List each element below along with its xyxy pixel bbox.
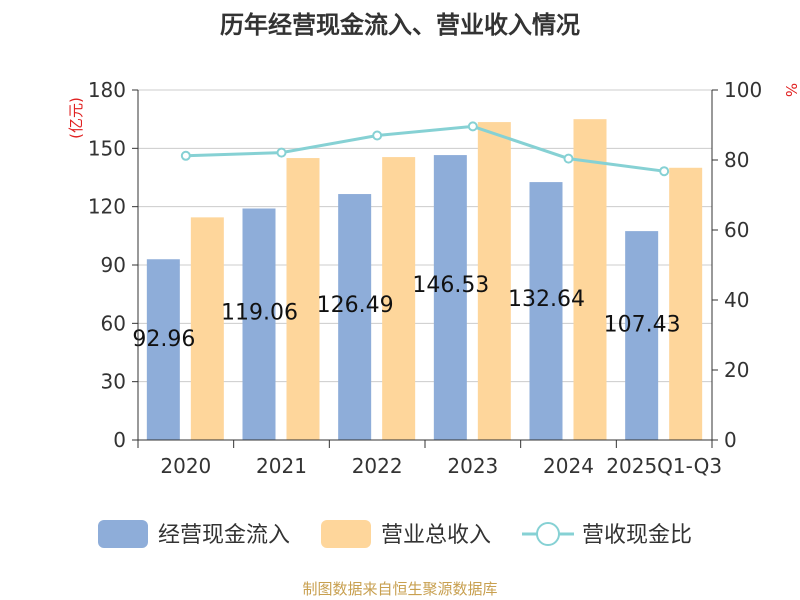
x-tick-label: 2022 [352, 454, 403, 478]
x-tick-label: 2023 [447, 454, 498, 478]
bar-value-labels: 92.96 119.06 126.49 146.53 132.64 107.43 [132, 273, 680, 352]
ratio-point [372, 130, 383, 141]
axes: 0 30 60 90 120 150 180 0 20 40 60 80 100 2020 2021 2022… [88, 78, 762, 478]
chart-title: 历年经营现金流入、营业收入情况 [220, 11, 580, 39]
y-left-tick-label: 120 [88, 195, 126, 219]
bar-value-label: 107.43 [604, 312, 681, 337]
bar-value-label: 146.53 [412, 273, 489, 298]
y-left-tick-label: 150 [88, 136, 126, 160]
x-tick-label: 2020 [160, 454, 211, 478]
bar-cash-inflow [338, 194, 372, 440]
y-right-tick-label: 100 [724, 78, 762, 102]
legend-swatch-cash-inflow [98, 520, 148, 548]
bar-cash-inflow [242, 208, 276, 440]
bar-value-label: 119.06 [221, 301, 298, 326]
legend: 经营现金流入 营业总收入 营收现金比 [98, 520, 692, 548]
ratio-point [180, 150, 191, 161]
y-right-tick-label: 0 [724, 428, 737, 452]
y-right-tick-label: 40 [724, 288, 749, 312]
bar-revenue [190, 217, 224, 440]
bar-revenue [573, 119, 607, 441]
line-ratio [180, 121, 670, 177]
y-left-tick-label: 60 [101, 311, 126, 335]
x-tick-label: 2024 [543, 454, 594, 478]
legend-label-revenue: 营业总收入 [381, 523, 491, 548]
bar-value-label: 126.49 [317, 293, 394, 318]
ratio-line-path [185, 124, 665, 173]
y-left-unit-label: (亿元) [67, 97, 85, 139]
y-right-tick-label: 20 [724, 358, 749, 382]
bars-revenue [190, 119, 703, 441]
bar-value-label: 132.64 [508, 287, 585, 312]
y-right-unit-label: % [782, 83, 800, 97]
ratio-point [659, 166, 670, 177]
bar-cash-inflow [625, 231, 659, 440]
bars-cash-inflow [146, 155, 659, 441]
legend-swatch-revenue [321, 520, 371, 548]
bar-revenue [382, 157, 416, 441]
grid-lines [138, 89, 712, 383]
legend-label-ratio: 营收现金比 [582, 523, 692, 548]
bar-revenue [477, 122, 511, 440]
y-left-tick-label: 0 [113, 428, 126, 452]
legend-marker-ratio [536, 522, 560, 546]
x-tick-label: 2025Q1-Q3 [606, 454, 722, 478]
y-left-tick-label: 180 [88, 78, 126, 102]
bar-revenue [669, 167, 703, 440]
y-left-tick-label: 30 [101, 370, 126, 394]
bar-cash-inflow [146, 259, 180, 440]
source-note: 制图数据来自恒生聚源数据库 [302, 580, 497, 598]
bar-cash-inflow [529, 182, 563, 441]
bar-cash-inflow [433, 155, 467, 440]
ratio-point [276, 147, 287, 158]
legend-label-cash-inflow: 经营现金流入 [158, 523, 290, 548]
x-tick-label: 2021 [256, 454, 307, 478]
y-right-tick-label: 60 [724, 218, 749, 242]
y-left-tick-label: 90 [101, 253, 126, 277]
ratio-point [467, 121, 478, 132]
ratio-point [563, 153, 574, 164]
y-right-tick-label: 80 [724, 148, 749, 172]
bar-value-label: 92.96 [132, 327, 195, 352]
bar-revenue [286, 158, 320, 441]
